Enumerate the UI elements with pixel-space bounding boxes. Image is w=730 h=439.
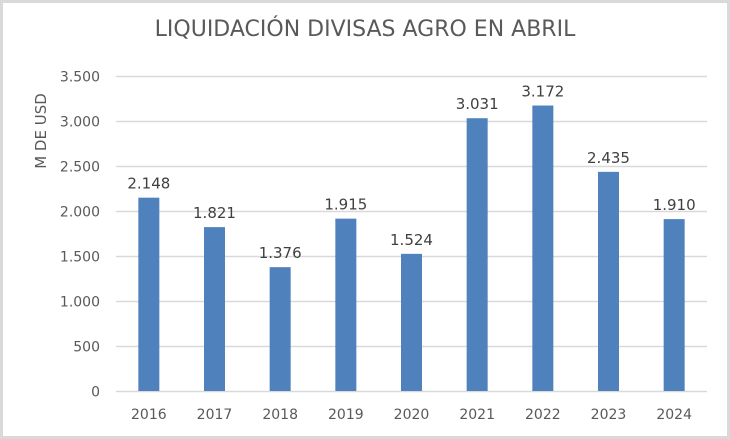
data-label: 1.915 xyxy=(324,196,367,214)
y-tick-label: 2.000 xyxy=(60,205,100,221)
x-tick-label: 2024 xyxy=(656,407,692,423)
data-label: 1.376 xyxy=(259,244,302,262)
bar-2018 xyxy=(269,267,291,391)
bar-2019 xyxy=(335,218,357,391)
data-label: 1.821 xyxy=(193,204,236,222)
x-tick-label: 2018 xyxy=(262,407,298,423)
bar-2021 xyxy=(466,118,488,392)
data-label: 1.524 xyxy=(390,231,433,249)
y-tick-label: 2.500 xyxy=(60,160,100,176)
x-tick-label: 2022 xyxy=(525,407,561,423)
x-tick-label: 2021 xyxy=(459,407,495,423)
x-tick-label: 2020 xyxy=(394,407,430,423)
y-tick-label: 500 xyxy=(73,340,100,356)
bars xyxy=(138,105,685,392)
data-label: 2.435 xyxy=(587,149,630,167)
bar-2024 xyxy=(663,219,685,391)
x-tick-label: 2017 xyxy=(197,407,233,423)
bar-2020 xyxy=(401,253,422,391)
x-tick-label: 2023 xyxy=(591,407,627,423)
bar-2022 xyxy=(532,105,554,392)
y-tick-label: 3.000 xyxy=(60,115,100,131)
x-tick-label: 2016 xyxy=(131,407,167,423)
y-axis-ticks: 0 500 1.000 1.500 2.000 2.500 3.000 3.500 xyxy=(60,70,100,401)
x-axis-ticks: 2016 2017 2018 2019 2020 2021 2022 2023 2024 xyxy=(131,407,692,423)
bar-2017 xyxy=(204,227,225,391)
y-tick-label: 0 xyxy=(91,385,100,401)
y-tick-label: 3.500 xyxy=(60,70,100,86)
x-tick-label: 2019 xyxy=(328,407,364,423)
bar-2023 xyxy=(598,171,619,391)
chart-title: LIQUIDACIÓN DIVISAS AGRO EN ABRIL xyxy=(154,17,576,42)
data-label: 1.910 xyxy=(653,196,696,214)
y-tick-label: 1.500 xyxy=(60,250,100,266)
data-labels: 2.148 1.821 1.376 1.915 1.524 3.031 3.172 2.435… xyxy=(127,83,695,263)
data-label: 3.031 xyxy=(456,95,499,113)
data-label: 3.172 xyxy=(521,83,564,101)
bar-2016 xyxy=(138,197,160,391)
y-tick-label: 1.000 xyxy=(60,295,100,311)
data-label: 2.148 xyxy=(127,175,170,193)
